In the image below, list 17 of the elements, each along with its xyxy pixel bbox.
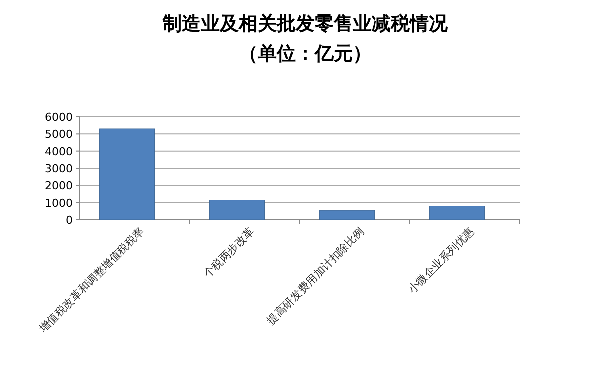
y-tick-label: 5000 — [45, 128, 73, 142]
y-tick-label: 2000 — [45, 180, 73, 193]
bar — [210, 200, 266, 220]
y-tick-label: 4000 — [45, 145, 73, 158]
chart-subtitle: （单位：亿元） — [239, 43, 372, 65]
bar — [320, 210, 376, 220]
x-tick-label: 个税两步改革 — [201, 224, 258, 281]
bar — [100, 128, 156, 220]
bar — [430, 206, 486, 220]
chart-title: 制造业及相关批发零售业减税情况 — [162, 13, 449, 35]
y-tick-label: 0 — [66, 214, 73, 227]
y-tick-label: 1000 — [45, 196, 73, 210]
x-tick-label: 增值税改革和调整增值税税率 — [36, 224, 148, 336]
y-tick-label: 3000 — [45, 162, 73, 176]
x-tick-label: 小微企业系列优惠 — [406, 224, 478, 296]
x-tick-label: 提高研发费用加计扣除比例 — [264, 224, 368, 328]
y-tick-label: 6000 — [45, 111, 73, 124]
